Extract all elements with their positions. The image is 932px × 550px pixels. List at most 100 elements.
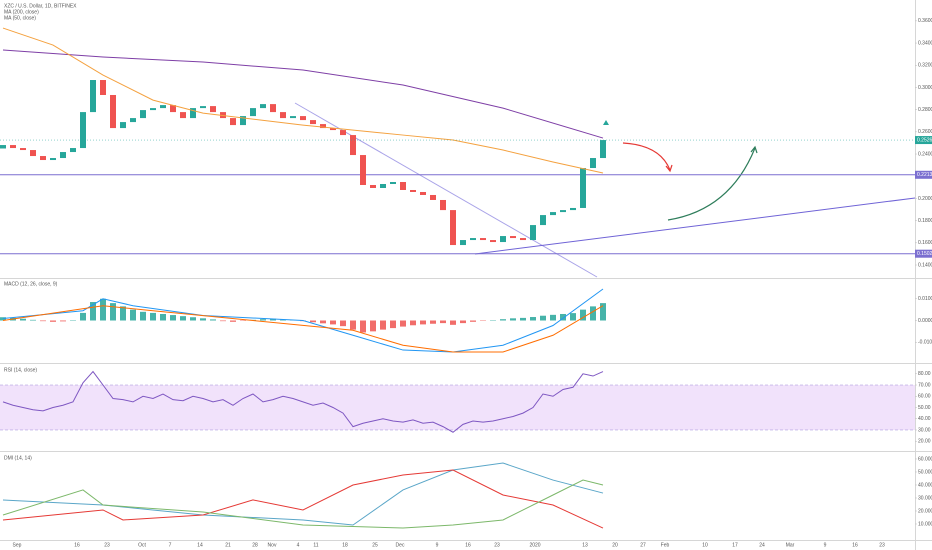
y-tick-label: 20.000 xyxy=(918,508,932,514)
green-arrow xyxy=(667,147,756,221)
y-tick-label: 0.0000 xyxy=(918,318,932,324)
time-axis-label: 23 xyxy=(104,542,110,548)
y-tick-label: 0.2800 xyxy=(918,107,932,113)
histogram-bar xyxy=(280,319,286,321)
y-tick-label: 60.00 xyxy=(918,394,931,400)
green-arrowhead xyxy=(750,145,758,154)
candle xyxy=(10,145,16,149)
histogram-bar xyxy=(530,317,536,321)
indicator-line xyxy=(2,305,604,353)
candle xyxy=(120,122,126,129)
histogram-bar xyxy=(460,320,466,324)
y-tick-label: 40.000 xyxy=(918,482,932,488)
candle xyxy=(480,238,486,241)
candle xyxy=(70,148,76,153)
candle xyxy=(350,135,356,156)
histogram-bar xyxy=(540,315,546,321)
time-axis-label: 24 xyxy=(759,542,765,548)
histogram-bar xyxy=(170,315,176,321)
histogram-bar xyxy=(60,320,66,322)
indicator-line xyxy=(2,469,604,529)
candle xyxy=(400,182,406,190)
histogram-bar xyxy=(420,320,426,325)
histogram-bar xyxy=(120,306,126,321)
histogram-bar xyxy=(320,320,326,324)
time-axis-label: 20 xyxy=(612,542,618,548)
y-tick-label: 0.3200 xyxy=(918,63,932,69)
time-axis-label: Feb xyxy=(661,542,670,548)
time-axis-label: 25 xyxy=(372,542,378,548)
histogram-bar xyxy=(400,320,406,327)
candle xyxy=(30,150,36,157)
candle xyxy=(40,156,46,161)
indicator-line xyxy=(2,27,604,174)
histogram-bar xyxy=(230,320,236,322)
histogram-bar xyxy=(150,312,156,321)
candle xyxy=(380,184,386,188)
histogram-bar xyxy=(330,320,336,325)
y-tick-label: 50.000 xyxy=(918,469,932,475)
histogram-bar xyxy=(160,313,166,321)
candle xyxy=(240,116,246,126)
macd-title: MACD (12, 26, close, 9) xyxy=(4,281,58,287)
histogram-bar xyxy=(470,320,476,322)
time-axis-label: 16 xyxy=(465,542,471,548)
histogram-bar xyxy=(110,303,116,321)
time-axis-label: 10 xyxy=(702,542,708,548)
up-marker xyxy=(603,120,609,125)
histogram-bar xyxy=(130,309,136,321)
candle xyxy=(430,194,436,200)
histogram-bar xyxy=(550,314,556,321)
rsi-band xyxy=(0,385,915,430)
last-price-label: 0.2526 xyxy=(917,137,932,143)
histogram-bar xyxy=(580,309,586,321)
candle xyxy=(150,108,156,111)
level-label-bg xyxy=(915,249,932,258)
y-tick-label: 20.00 xyxy=(918,439,931,445)
histogram-bar xyxy=(340,320,346,327)
candle xyxy=(20,148,26,151)
candle xyxy=(580,168,586,208)
indicator-line xyxy=(2,49,604,139)
histogram-bar xyxy=(90,302,96,321)
y-tick-label: 60.000 xyxy=(918,456,932,462)
candle xyxy=(290,116,296,119)
candle xyxy=(550,212,556,216)
y-tick-label: 0.1600 xyxy=(918,240,932,246)
histogram-bar xyxy=(200,318,206,321)
time-axis-label: Nov xyxy=(268,542,277,548)
histogram-bar xyxy=(430,320,436,324)
histogram-bar xyxy=(360,320,366,333)
candle xyxy=(540,215,546,226)
histogram-bar xyxy=(310,320,316,323)
time-axis-label: 27 xyxy=(640,542,646,548)
candle xyxy=(190,108,196,119)
level-label-bg xyxy=(915,170,932,179)
y-tick-label: 80.00 xyxy=(918,371,931,377)
candle xyxy=(250,108,256,117)
histogram-bar xyxy=(450,320,456,325)
candle xyxy=(140,110,146,119)
time-axis-label: 21 xyxy=(225,542,231,548)
y-tick-label: 30.000 xyxy=(918,495,932,501)
histogram-bar xyxy=(190,317,196,321)
last-price-bg xyxy=(915,136,932,145)
histogram-bar xyxy=(270,318,276,321)
y-tick-label: 0.2600 xyxy=(918,129,932,135)
candle xyxy=(320,124,326,129)
candle xyxy=(500,236,506,243)
time-axis-label: 28 xyxy=(252,542,258,548)
candle xyxy=(490,240,496,243)
candle xyxy=(280,112,286,119)
candle xyxy=(340,130,346,136)
histogram-bar xyxy=(410,320,416,326)
histogram-bar xyxy=(520,317,526,321)
candle xyxy=(530,225,536,241)
candle xyxy=(0,145,6,149)
histogram-bar xyxy=(380,320,386,330)
histogram-bar xyxy=(80,312,86,321)
candle xyxy=(330,128,336,131)
candle xyxy=(230,118,236,126)
histogram-bar xyxy=(370,320,376,332)
